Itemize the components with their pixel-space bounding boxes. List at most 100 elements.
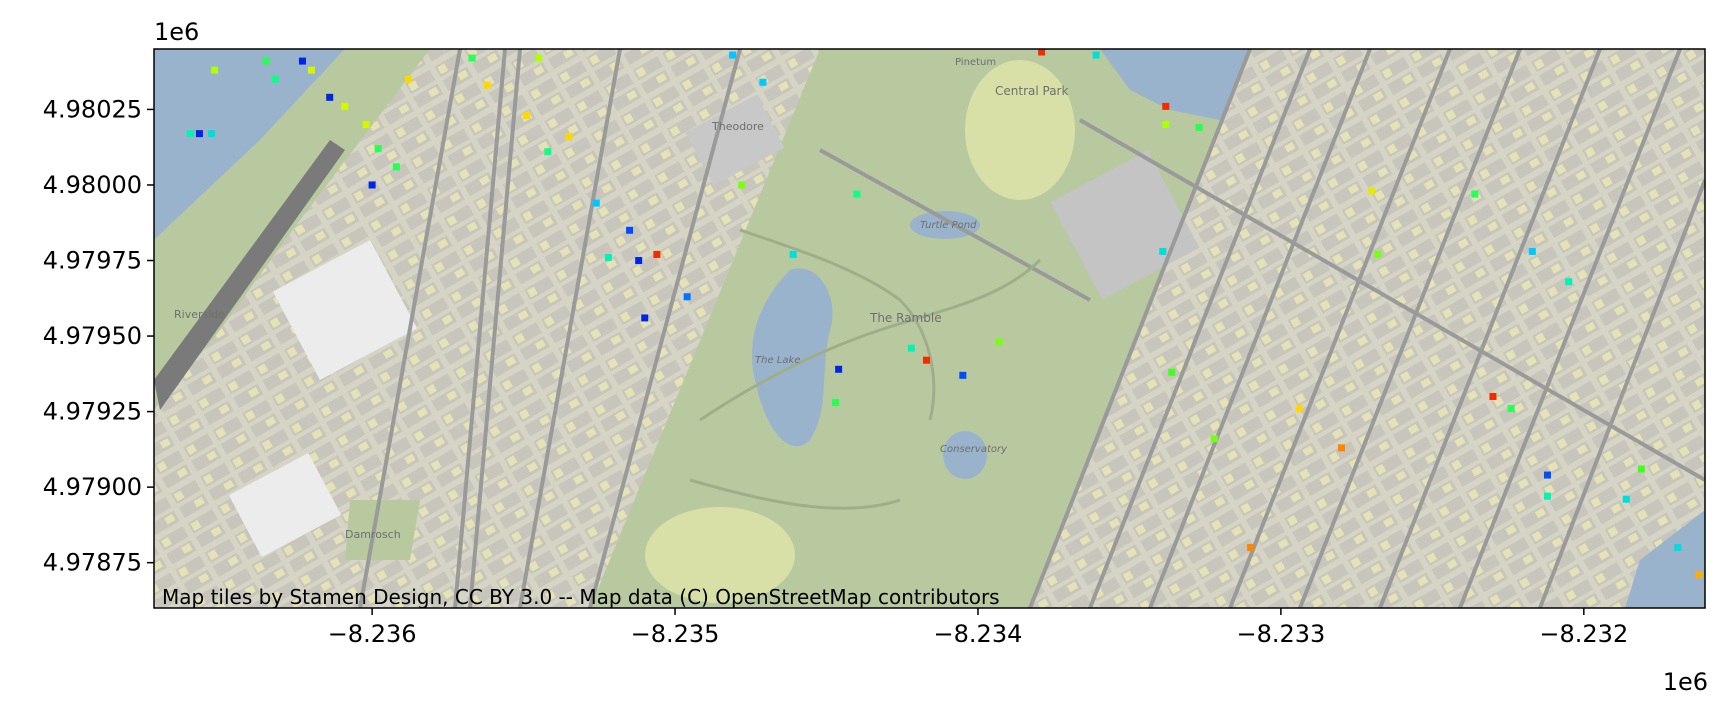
scatter-point [1162,121,1170,129]
y-tick: 4.97925 [43,398,154,426]
scatter-point [404,75,412,83]
scatter-point [789,250,797,258]
scatter-point [729,51,737,59]
scatter-point [683,293,691,301]
park-paths [689,228,1042,510]
scatter-point [362,121,370,129]
damrosch-park [345,500,420,560]
scatter-point [1210,435,1218,443]
y-tick-label: 4.97925 [43,398,142,426]
x-tick-label: −8.236 [328,620,417,648]
label-pinetum: Pinetum [955,57,996,68]
y-tick: 4.97875 [43,549,154,577]
east-river [1625,510,1705,608]
scatter-point [907,344,915,352]
scatter-point [626,226,634,234]
scatter-point [1195,124,1203,132]
x-tick: −8.232 [1539,608,1628,648]
scatter-point [1674,544,1682,552]
scatter-points [186,49,1715,593]
conservatory-water [943,431,987,479]
reservoir [1100,49,1250,120]
scatter-point [604,253,612,261]
scatter-point [1038,49,1046,56]
scatter-point [195,130,203,138]
lincoln-center [272,240,418,380]
scatter-point [832,399,840,407]
scatter-point [211,66,219,74]
scatter-point [1489,392,1497,400]
scatter-point [1471,190,1479,198]
scatter-point [326,93,334,101]
highway-strip [154,140,345,410]
great-lawn [965,60,1075,200]
y-tick-label: 4.98000 [43,171,142,199]
label-turtle-pond: Turtle Pond [920,220,977,231]
x-offset-label: 1e6 [1663,668,1708,696]
map-place-labels: Central Park The Ramble Turtle Pond The … [174,57,1068,541]
scatter-point [853,190,861,198]
x-tick: −8.234 [934,608,1023,648]
y-tick: 4.98025 [43,95,154,123]
scatter-point [544,148,552,156]
y-offset-label: 1e6 [154,18,199,46]
scatter-point [1374,250,1382,258]
scatter-point [922,356,930,364]
map-attribution: Map tiles by Stamen Design, CC BY 3.0 --… [162,585,1000,609]
scatter-point [1092,51,1100,59]
scatter-point [1295,405,1303,413]
turtle-pond [910,211,980,239]
scatter-point [308,66,316,74]
scatter-point [468,54,476,62]
y-tick: 4.97900 [43,473,154,501]
x-tick-label: −8.234 [934,620,1023,648]
label-the-lake: The Lake [755,355,800,366]
scatter-point [1565,278,1573,286]
scatter-point [271,75,279,83]
x-tick-label: −8.235 [631,620,720,648]
x-axis: −8.236 −8.235 −8.234 −8.233 −8.232 [328,608,1628,648]
scatter-point [565,133,573,141]
museum-building [1050,150,1200,300]
x-tick: −8.236 [328,608,417,648]
scatter-point [1507,405,1515,413]
scatter-point [995,338,1003,346]
scatter-point [1543,492,1551,500]
x-tick-label: −8.232 [1539,620,1628,648]
label-theodore-roosevelt-park: Theodore [711,120,764,133]
scatter-point [186,130,194,138]
scatter-point [341,102,349,110]
scatter-point [1708,586,1715,593]
scatter-point [835,365,843,373]
label-damrosch-park: Damrosch [345,528,401,541]
axes: Central Park The Ramble Turtle Pond The … [43,18,1715,696]
label-central-park: Central Park [995,84,1068,98]
scatter-point [535,54,543,62]
scatter-point [368,181,376,189]
scatter-point [298,57,306,65]
label-riverside-park-south: Riverside [174,308,225,321]
label-conservatory-water: Conservatory [940,444,1008,455]
y-tick-label: 4.97900 [43,473,142,501]
scatter-point [1543,471,1551,479]
scatter-point [1159,247,1167,255]
y-tick: 4.97975 [43,247,154,275]
x-tick-label: −8.233 [1236,620,1325,648]
scatter-point [1337,444,1345,452]
y-tick-label: 4.97950 [43,322,142,350]
scatter-point [641,314,649,322]
scatter-point [635,257,643,265]
label-the-ramble: The Ramble [869,311,942,325]
x-tick: −8.233 [1236,608,1325,648]
y-tick: 4.98000 [43,171,154,199]
scatter-point [392,163,400,171]
park-meadow [645,507,795,603]
y-tick-label: 4.97975 [43,247,142,275]
scatter-point [1162,102,1170,110]
scatter-point [738,181,746,189]
x-tick: −8.235 [631,608,720,648]
hudson-river [154,49,345,240]
scatter-point [1637,465,1645,473]
scatter-point [653,250,661,258]
